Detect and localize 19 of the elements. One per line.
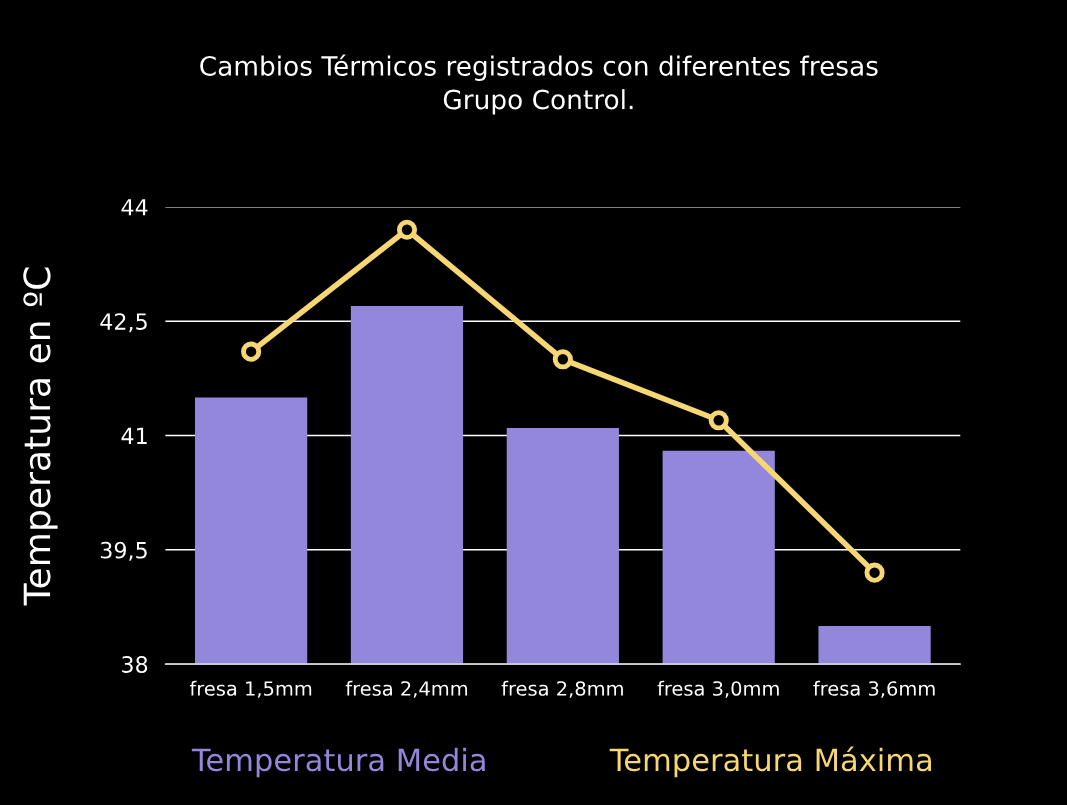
x-tick-label: fresa 1,5mm xyxy=(189,680,312,698)
x-tick-label: fresa 2,8mm xyxy=(501,680,623,698)
point xyxy=(241,341,262,362)
y-axis-title: Temperatura en ºC xyxy=(23,267,58,606)
point xyxy=(396,219,418,240)
point xyxy=(552,349,573,370)
y-tick-label: 41 xyxy=(121,427,147,444)
x-tick-label: fresa 2,4mm xyxy=(345,680,468,698)
text: Temperatura Máxima xyxy=(609,746,931,778)
x-tick-label: fresa 3,6mm xyxy=(813,680,935,698)
text: Temperatura Media xyxy=(191,747,485,778)
y-tick-label: 44 xyxy=(121,199,148,216)
y-tick-label: 42,5 xyxy=(100,313,147,333)
y-tick-label: 38 xyxy=(122,656,148,673)
point xyxy=(708,410,729,431)
y-tick-label: 39,5 xyxy=(100,541,147,561)
point xyxy=(864,562,885,583)
x-tick-label: fresa 3,0mm xyxy=(657,680,779,698)
chart-title: Cambios Térmicos registrados con diferentes fresas Grupo Control. xyxy=(200,54,878,115)
